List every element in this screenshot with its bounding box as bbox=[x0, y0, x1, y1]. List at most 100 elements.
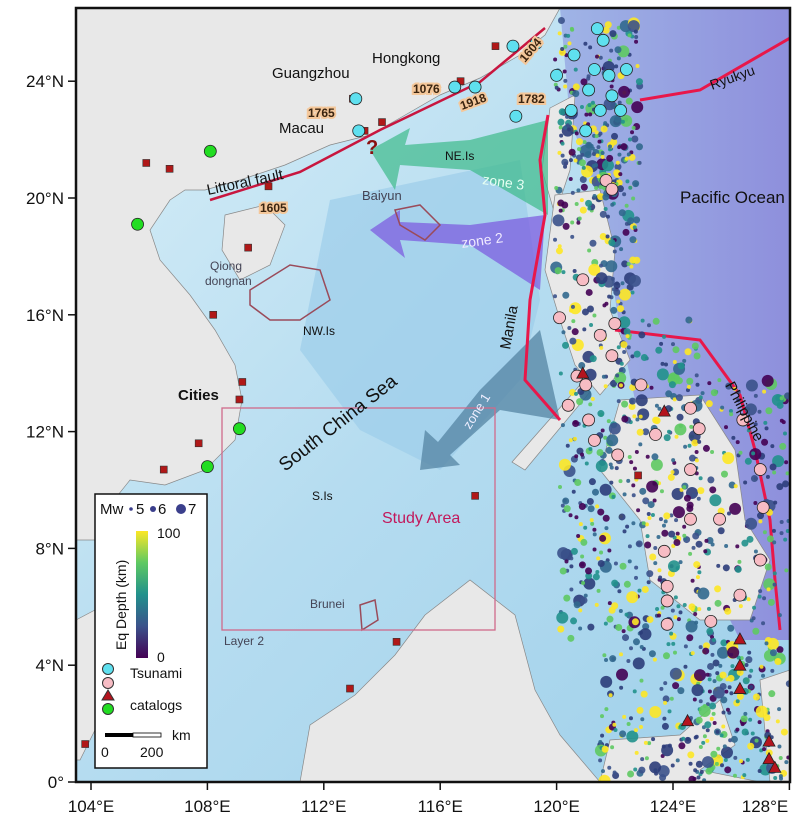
tsunami-cyan-marker bbox=[352, 124, 366, 138]
earthquake-point bbox=[578, 522, 583, 527]
earthquake-point bbox=[730, 664, 735, 669]
earthquake-point bbox=[663, 519, 668, 524]
earthquake-point bbox=[762, 530, 767, 535]
earthquake-point bbox=[784, 568, 789, 573]
earthquake-point bbox=[617, 100, 622, 105]
date-1605: 1605 bbox=[260, 201, 287, 215]
earthquake-point bbox=[604, 21, 612, 29]
earthquake-point bbox=[616, 185, 624, 193]
earthquake-point bbox=[727, 710, 732, 715]
earthquake-point bbox=[666, 429, 671, 434]
earthquake-point bbox=[691, 545, 696, 550]
earthquake-point bbox=[632, 225, 637, 230]
earthquake-point bbox=[564, 53, 569, 58]
earthquake-point bbox=[644, 541, 652, 549]
earthquake-point bbox=[602, 303, 607, 308]
earthquake-point bbox=[631, 101, 644, 114]
earthquake-point bbox=[629, 236, 637, 244]
earthquake-point bbox=[639, 628, 652, 641]
earthquake-point bbox=[585, 572, 593, 580]
earthquake-point bbox=[701, 740, 706, 745]
earthquake-point bbox=[736, 668, 744, 676]
earthquake-point bbox=[564, 559, 569, 564]
tsunami-pink-marker bbox=[561, 398, 575, 412]
earthquake-point bbox=[662, 695, 670, 703]
earthquake-point bbox=[745, 379, 758, 392]
earthquake-point bbox=[614, 466, 619, 471]
earthquake-point bbox=[750, 731, 755, 736]
earthquake-point bbox=[620, 281, 625, 286]
earthquake-point bbox=[722, 452, 735, 465]
earthquake-point bbox=[723, 758, 728, 763]
earthquake-point bbox=[672, 650, 677, 655]
earthquake-point bbox=[697, 487, 705, 495]
earthquake-point bbox=[748, 717, 753, 722]
earthquake-point bbox=[638, 331, 646, 339]
earthquake-point bbox=[646, 323, 651, 328]
earthquake-point bbox=[631, 483, 636, 488]
earthquake-point bbox=[603, 384, 608, 389]
earthquake-point bbox=[558, 484, 563, 489]
earthquake-point bbox=[721, 710, 726, 715]
earthquake-point bbox=[588, 263, 601, 276]
earthquake-point bbox=[676, 413, 684, 421]
earthquake-point bbox=[634, 34, 639, 39]
earthquake-point bbox=[589, 323, 594, 328]
earthquake-point bbox=[627, 217, 635, 225]
earthquake-point bbox=[609, 655, 617, 663]
earthquake-point bbox=[635, 417, 640, 422]
earthquake-point bbox=[720, 763, 725, 768]
earthquake-point bbox=[622, 192, 627, 197]
earthquake-point bbox=[605, 446, 613, 454]
earthquake-point bbox=[784, 392, 790, 400]
earthquake-point bbox=[571, 319, 576, 324]
earthquake-point bbox=[610, 306, 618, 314]
earthquake-point bbox=[785, 471, 790, 476]
earthquake-point bbox=[610, 202, 615, 207]
earthquake-point bbox=[727, 624, 735, 632]
earthquake-point bbox=[707, 476, 715, 484]
earthquake-point bbox=[736, 655, 741, 660]
earthquake-point bbox=[611, 132, 619, 140]
earthquake-point bbox=[669, 513, 674, 518]
earthquake-point bbox=[770, 668, 775, 673]
earthquake-point bbox=[617, 589, 622, 594]
earthquake-point bbox=[629, 460, 634, 465]
tsunami-pink-marker bbox=[736, 413, 750, 427]
earthquake-point bbox=[633, 728, 638, 733]
earthquake-point bbox=[673, 595, 678, 600]
earthquake-point bbox=[557, 199, 565, 207]
earthquake-point bbox=[562, 222, 570, 230]
earthquake-point bbox=[753, 549, 758, 554]
earthquake-point bbox=[578, 503, 586, 511]
tsunami-pink-marker bbox=[657, 544, 671, 558]
earthquake-point bbox=[613, 281, 621, 289]
tsunami-pink-marker bbox=[634, 378, 648, 392]
earthquake-point bbox=[761, 673, 766, 678]
earthquake-point bbox=[632, 414, 637, 419]
earthquake-point bbox=[693, 669, 706, 682]
earthquake-point bbox=[599, 210, 607, 218]
earthquake-point bbox=[553, 82, 558, 87]
earthquake-point bbox=[687, 751, 695, 759]
earthquake-point bbox=[615, 623, 623, 631]
earthquake-point bbox=[773, 776, 778, 781]
earthquake-point bbox=[599, 345, 604, 350]
earthquake-point bbox=[626, 478, 631, 483]
tsunami-cyan-marker bbox=[582, 83, 596, 97]
earthquake-point bbox=[755, 705, 768, 718]
earthquake-point bbox=[769, 463, 777, 471]
earthquake-point bbox=[709, 486, 717, 494]
earthquake-point bbox=[623, 328, 631, 336]
earthquake-point bbox=[552, 214, 565, 227]
earthquake-point bbox=[620, 114, 633, 127]
earthquake-point bbox=[586, 305, 594, 313]
earthquake-point bbox=[589, 355, 597, 363]
tsunami-pink-marker bbox=[660, 617, 674, 631]
earthquake-point bbox=[616, 56, 621, 61]
earthquake-point bbox=[567, 41, 572, 46]
earthquake-point bbox=[677, 362, 685, 370]
earthquake-point bbox=[622, 634, 630, 642]
earthquake-point bbox=[581, 165, 586, 170]
earthquake-point bbox=[656, 613, 661, 618]
